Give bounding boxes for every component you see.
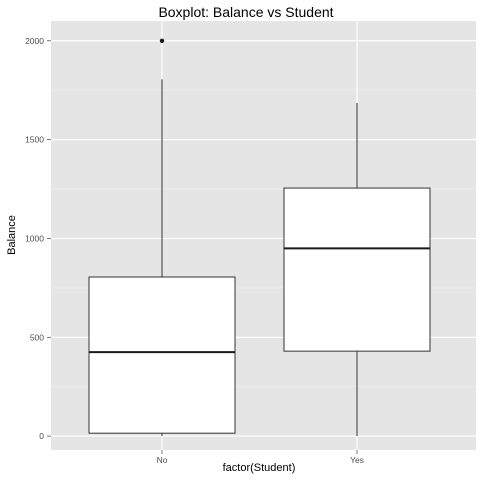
y-tick-label-2: 1000: [25, 233, 44, 243]
chart-title: Boxplot: Balance vs Student: [158, 4, 333, 20]
x-axis-label: factor(Student): [223, 462, 296, 474]
y-tick-label-3: 1500: [25, 135, 44, 145]
box-layer: [88, 38, 431, 437]
y-tick-label-4: 2000: [25, 36, 44, 46]
axis-layer: 0 500 1000 1500 2000 No Yes: [25, 36, 364, 465]
iqr-box: [283, 187, 431, 352]
box-no: [88, 38, 236, 437]
y-tick-label-1: 500: [30, 332, 44, 342]
x-tick-label-0: No: [157, 455, 168, 465]
y-axis-label: Balance: [6, 215, 18, 255]
y-tick-label-0: 0: [39, 431, 44, 441]
iqr-box: [88, 276, 236, 434]
x-tick-label-1: Yes: [350, 455, 364, 465]
box-yes: [283, 103, 431, 437]
outlier-point-0: [159, 38, 165, 43]
